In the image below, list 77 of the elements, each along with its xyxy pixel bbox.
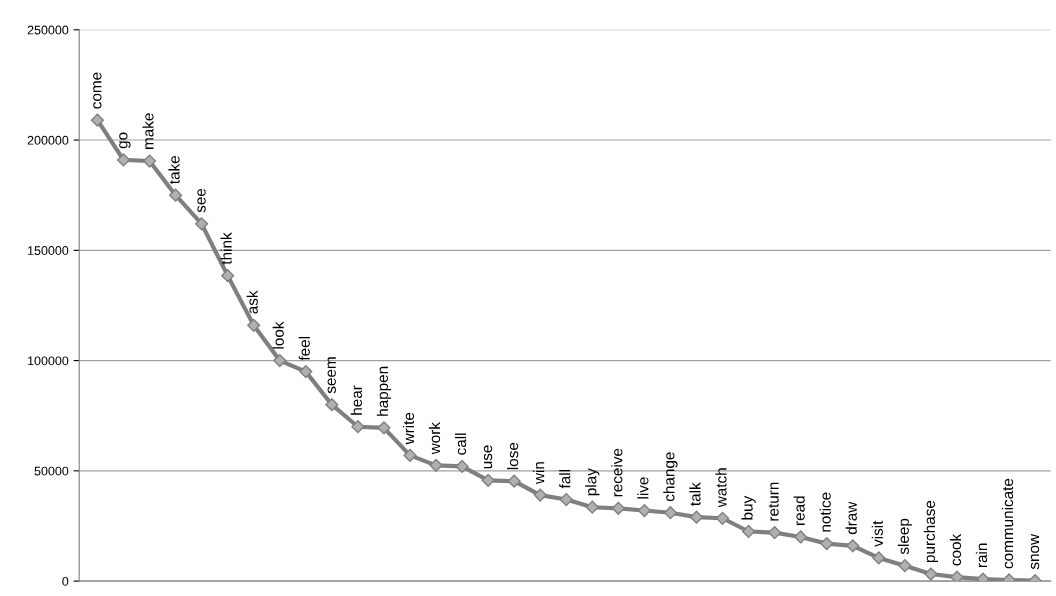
x-tick-label: feel <box>298 336 310 361</box>
point <box>142 154 157 168</box>
x-tick-label: live <box>637 477 649 499</box>
y-tick-label: 0 <box>62 576 69 586</box>
x-tick-label: ask <box>246 290 258 314</box>
point <box>533 488 547 502</box>
point <box>794 530 808 544</box>
x-tick-label: go <box>119 132 131 149</box>
point <box>924 567 938 581</box>
x-tick-label: rain <box>975 543 988 568</box>
point <box>299 365 313 379</box>
point <box>221 269 235 283</box>
x-tick-label: fall <box>559 469 571 489</box>
x-tick-label: cook <box>949 533 962 566</box>
point <box>950 570 964 582</box>
point <box>116 153 131 167</box>
x-tick-label: use <box>483 445 493 469</box>
x-tick-label: buy <box>741 495 756 520</box>
point <box>195 217 209 231</box>
point <box>325 398 339 412</box>
x-tick-label: talk <box>689 482 701 506</box>
point <box>377 421 391 435</box>
point <box>455 459 469 474</box>
point <box>637 503 651 518</box>
x-tick-label: come <box>93 72 102 109</box>
x-tick-label: win <box>533 462 545 485</box>
x-tick-label: change <box>663 452 678 502</box>
y-tick-label: 150000 <box>28 246 69 255</box>
point <box>846 539 860 553</box>
point <box>168 188 183 202</box>
point <box>403 448 417 462</box>
x-tick-label: work <box>428 422 441 455</box>
point <box>611 501 625 515</box>
point <box>768 525 782 540</box>
x-tick-label: sleep <box>897 518 912 555</box>
y-tick-label: 250000 <box>27 25 69 35</box>
point <box>663 506 678 520</box>
point <box>559 492 573 507</box>
x-tick-label: write <box>402 412 415 445</box>
x-tick-label: return <box>768 482 779 521</box>
y-tick-label: 50000 <box>34 466 69 476</box>
point <box>585 500 599 514</box>
x-tick-label: seem <box>327 357 336 394</box>
point <box>872 551 886 565</box>
point <box>741 524 756 539</box>
x-tick-label: notice <box>819 492 831 532</box>
x-tick-label: make <box>142 113 154 149</box>
point <box>90 113 105 127</box>
x-tick-label: look <box>272 321 284 349</box>
x-tick-label: read <box>793 496 805 525</box>
x-tick-label: happen <box>376 366 392 416</box>
point <box>351 420 365 434</box>
point <box>481 473 495 487</box>
point <box>273 353 287 368</box>
x-tick-label: call <box>454 433 467 455</box>
point <box>898 559 912 573</box>
point <box>820 537 834 551</box>
point <box>507 474 521 488</box>
x-tick-label: purchase <box>923 500 939 563</box>
x-tick-label: receive <box>611 448 623 497</box>
x-tick-label: communicate <box>1001 478 1014 569</box>
y-tick-label: 100000 <box>28 356 69 366</box>
y-tick-label: 200000 <box>27 135 69 145</box>
x-tick-label: watch <box>715 468 727 508</box>
x-tick-label: hear <box>350 385 362 415</box>
x-tick-label: lose <box>507 442 519 470</box>
x-tick-label: draw <box>845 501 857 535</box>
point <box>247 318 261 332</box>
x-tick-label: take <box>168 155 180 184</box>
x-tick-label: snow <box>1030 533 1040 570</box>
x-tick-label: think <box>220 232 232 265</box>
point <box>689 510 704 524</box>
x-tick-label: visit <box>871 520 883 547</box>
point <box>715 511 730 525</box>
x-tick-label: see <box>197 188 206 213</box>
point <box>429 458 443 472</box>
x-tick-label: play <box>585 468 600 496</box>
